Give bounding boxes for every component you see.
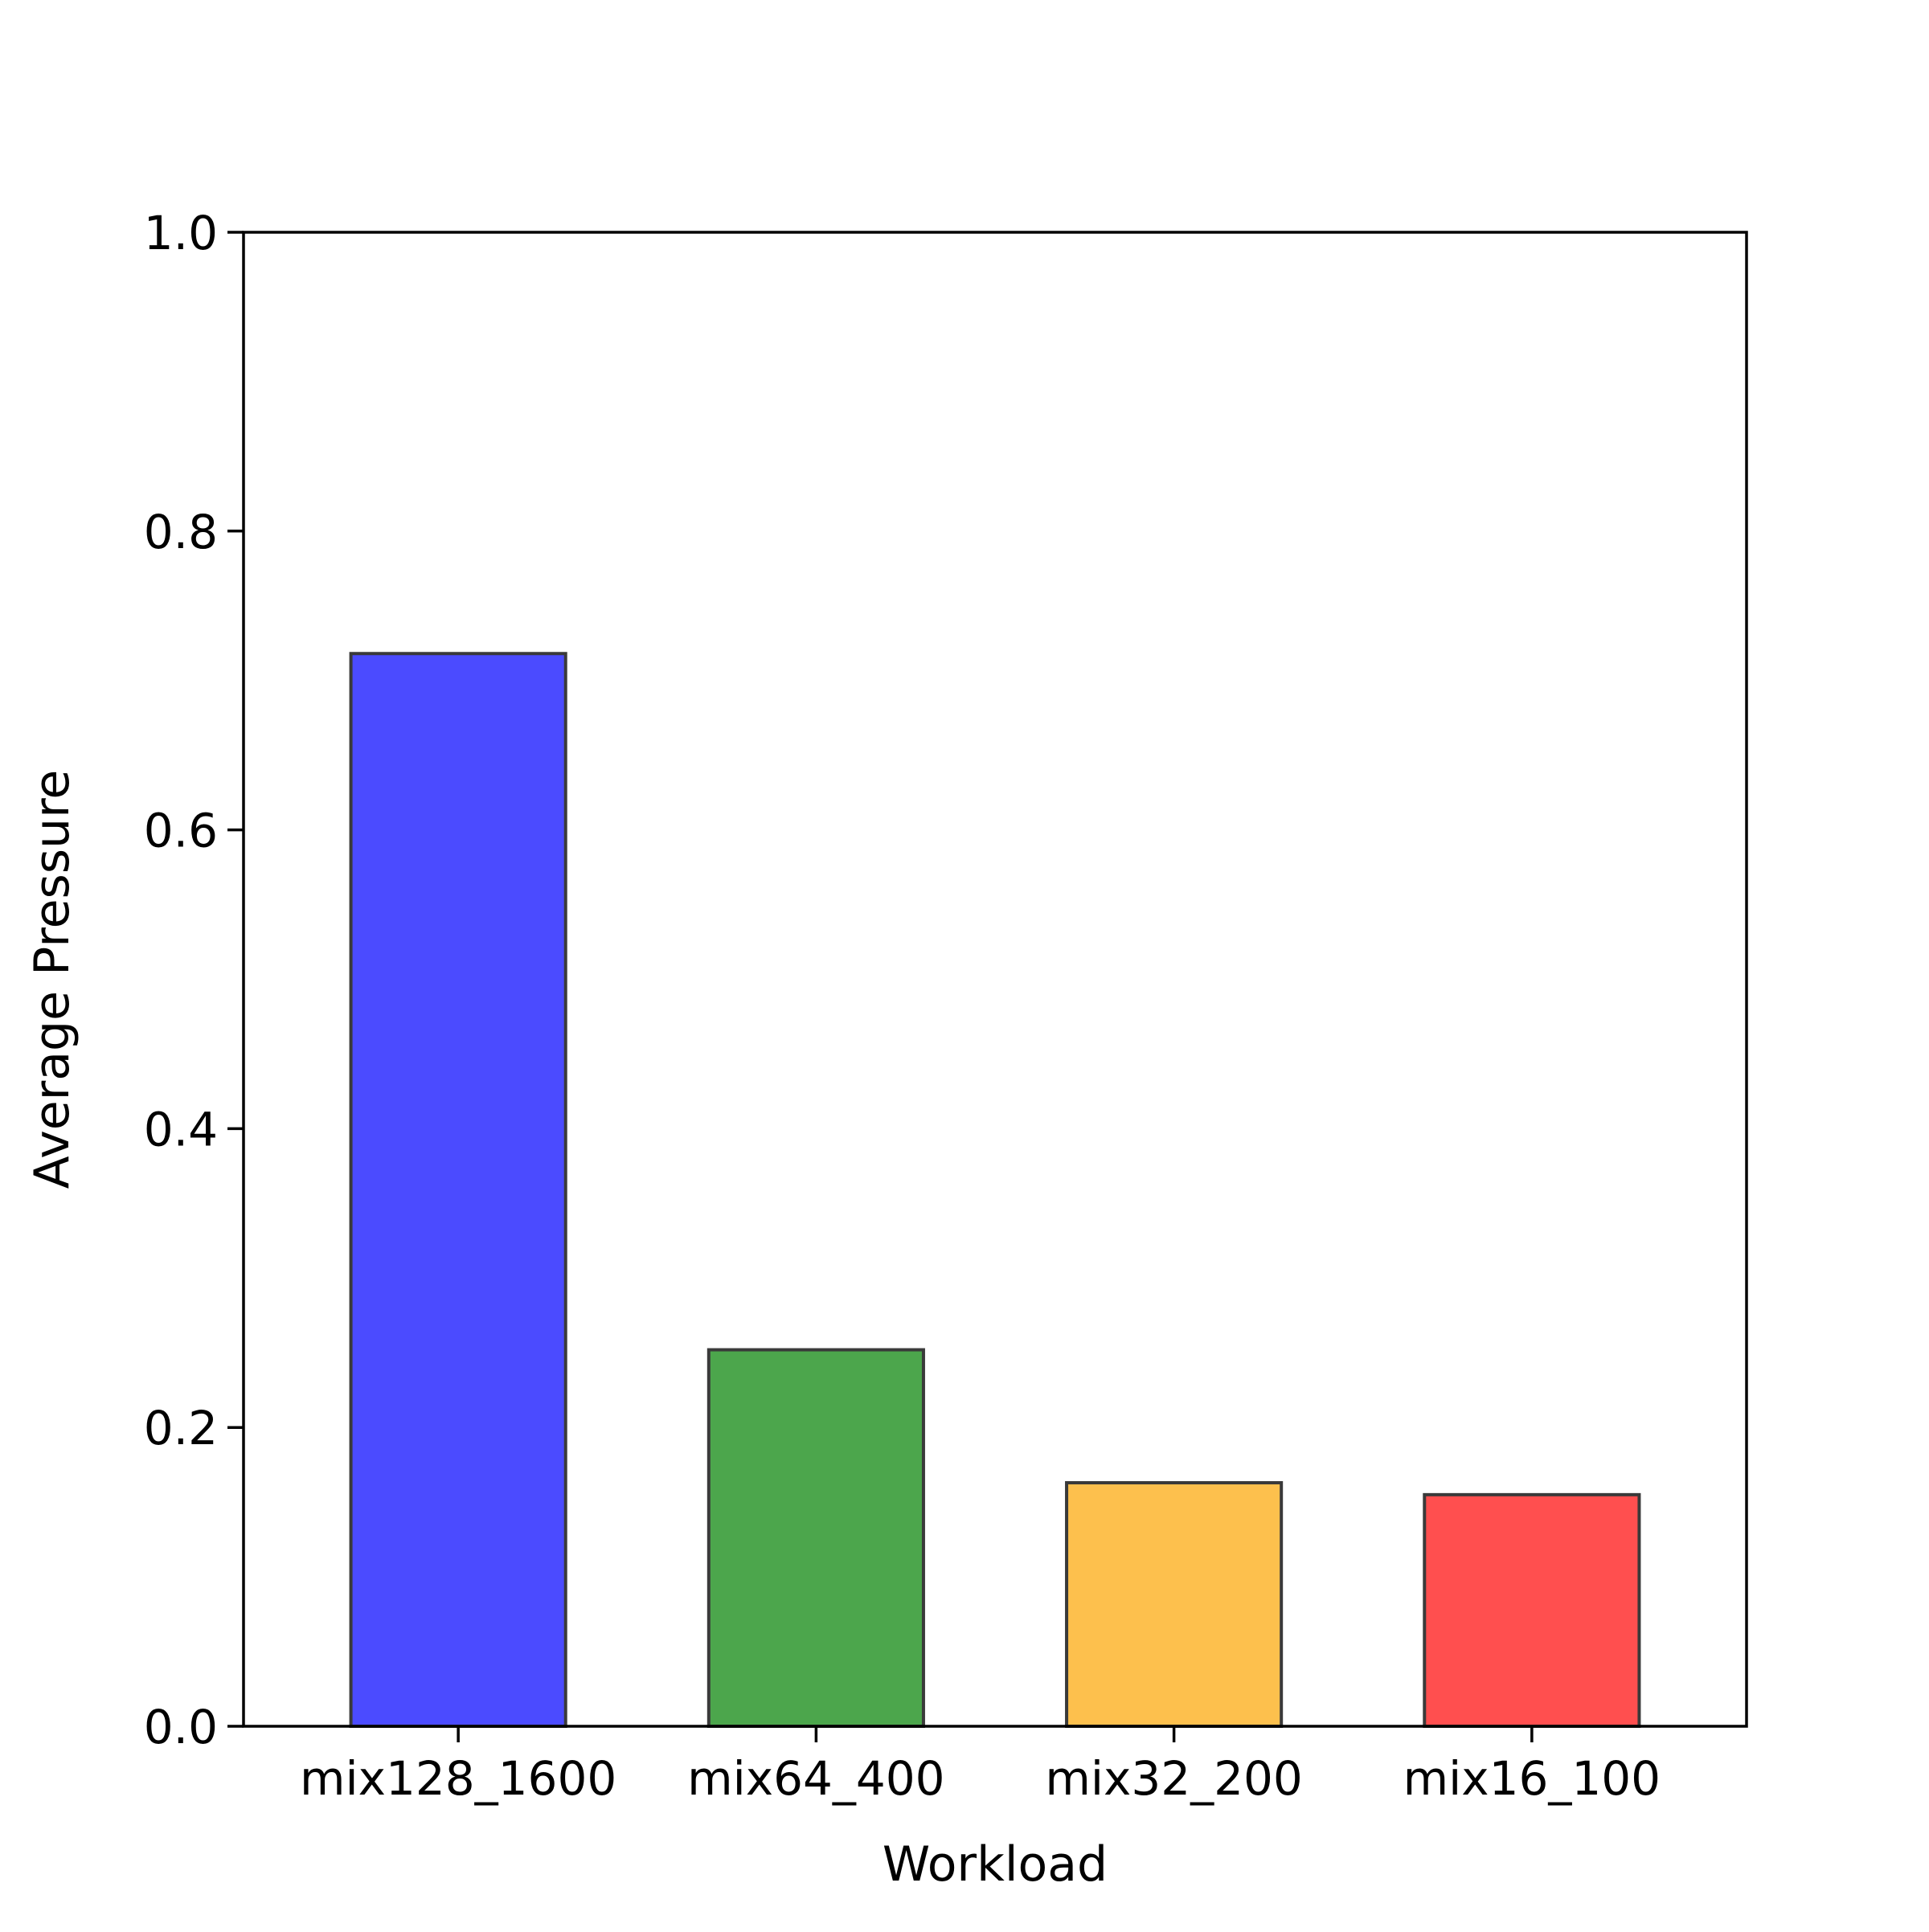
plot-frame [242,231,1748,1728]
x-axis-ticks: mix128_1600 mix64_400 mix32_200 mix16_100 [300,1726,1661,1806]
y-axis-label: Average Pressure [24,770,80,1189]
bar-mix32_200 [1065,1480,1284,1729]
y-tick-label: 0.0 [144,1700,218,1754]
y-axis-ticks: 0.0 0.2 0.4 0.6 0.8 1.0 [144,206,244,1754]
bars-layer [349,652,1641,1729]
x-tick-label: mix128_1600 [300,1751,616,1806]
bar-mix16_100 [1423,1492,1641,1728]
y-tick-label: 0.6 [144,804,218,858]
y-tick-label: 0.2 [144,1401,218,1455]
y-tick-label: 0.8 [144,505,218,559]
x-tick-label: mix64_400 [687,1751,944,1806]
x-tick-label: mix16_100 [1403,1751,1661,1806]
bar-mix64_400 [706,1348,925,1728]
y-tick-label: 0.4 [144,1102,218,1156]
y-tick-label: 1.0 [144,206,218,260]
x-axis-label: Workload [883,1836,1108,1893]
x-tick-label: mix32_200 [1045,1751,1302,1806]
bar-mix128_1600 [349,652,567,1728]
